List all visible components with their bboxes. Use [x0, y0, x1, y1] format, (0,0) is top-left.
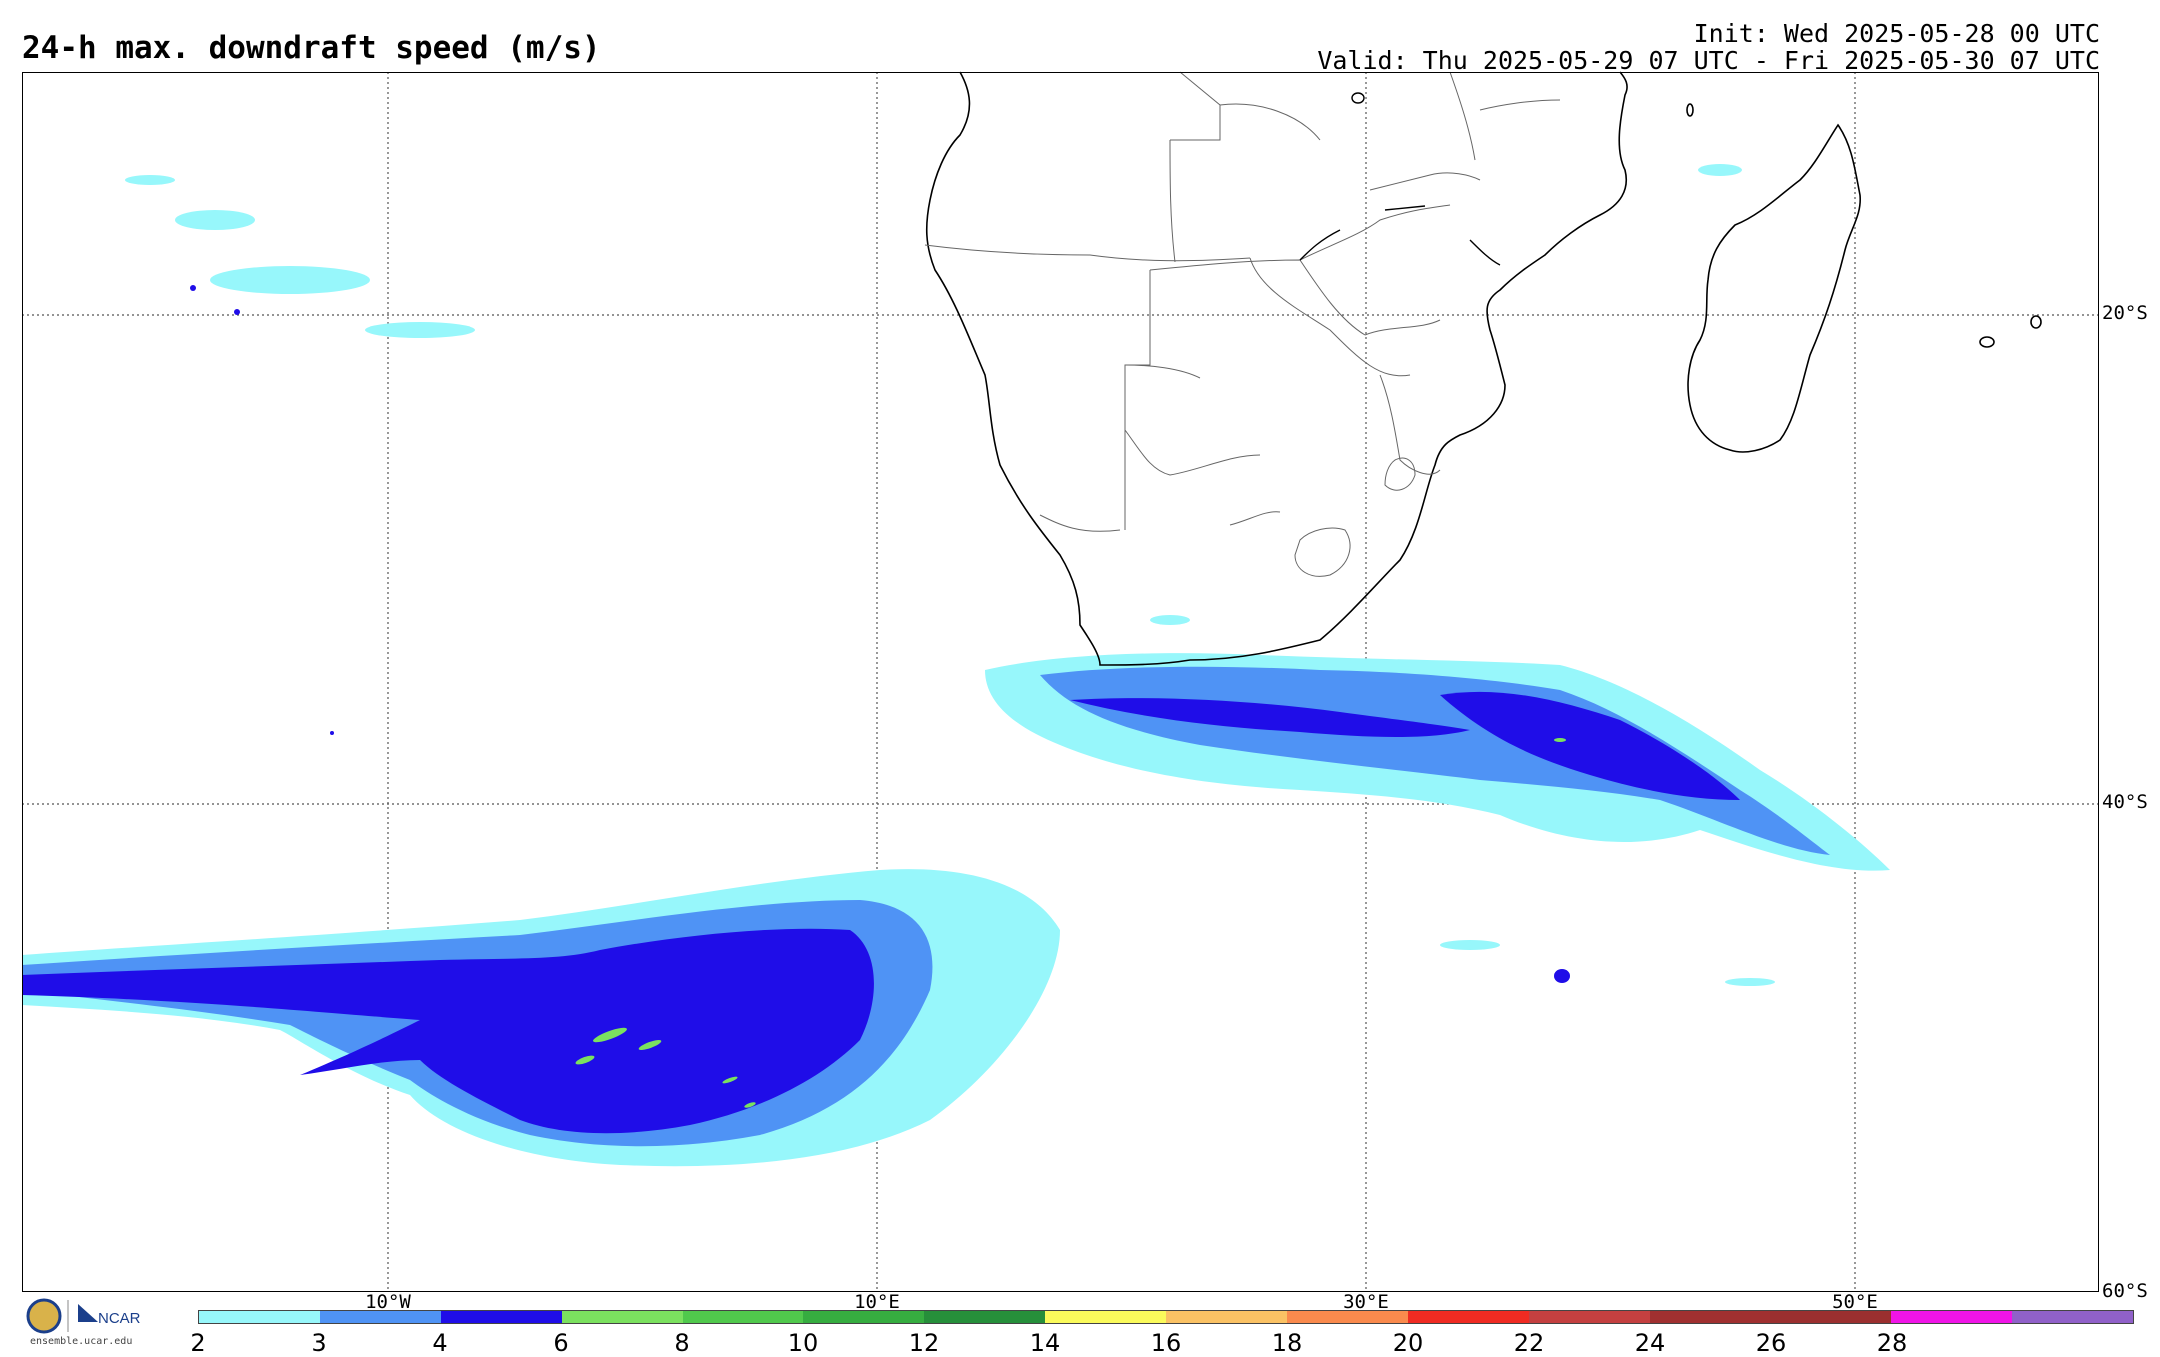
colorbar-swatch [1045, 1311, 1166, 1323]
colorbar-tick-label: 28 [1876, 1329, 1908, 1357]
site-url: ensemble.ucar.edu [30, 1336, 133, 1347]
downdraft-speckles-nw-core [190, 285, 334, 735]
map-title: 24-h max. downdraft speed (m/s) [22, 30, 601, 66]
colorbar-swatch [1166, 1311, 1287, 1323]
colorbar-tick-label: 10 [787, 1329, 819, 1357]
colorbar-swatch [319, 1311, 441, 1323]
lon-label-50e: 50°E [1832, 1291, 1878, 1313]
colorbar-tick-label: 2 [190, 1329, 206, 1357]
map-frame [22, 72, 2099, 1292]
colorbar-swatch [1528, 1311, 1650, 1323]
colorbar-swatch [440, 1311, 562, 1323]
colorbar-tick-label: 24 [1634, 1329, 1666, 1357]
ncar-wordmark: NCAR [98, 1310, 141, 1327]
colorbar-tick-label: 18 [1271, 1329, 1303, 1357]
lat-label-40s: 40°S [2102, 791, 2148, 813]
madagascar-coastline [1686, 103, 2042, 453]
colorbar-swatch [1891, 1311, 2013, 1323]
downdraft-speckles-nw [125, 164, 1742, 338]
nsf-icon [26, 1298, 62, 1334]
africa-coastline [925, 71, 1628, 666]
colorbar-swatch [1770, 1311, 1892, 1323]
downdraft-field-east [985, 615, 1890, 986]
colorbar-swatch [199, 1311, 320, 1323]
colorbar-swatch [924, 1311, 1046, 1323]
colorbar-tick-label: 16 [1150, 1329, 1182, 1357]
colorbar-tick-label: 20 [1392, 1329, 1424, 1357]
colorbar-swatch [1286, 1311, 1408, 1323]
colorbar-tick-label: 3 [311, 1329, 327, 1357]
lakes [1299, 92, 1501, 266]
lon-label-10e: 10°E [854, 1291, 900, 1313]
colorbar-tick-label: 6 [553, 1329, 569, 1357]
colorbar-swatch [2012, 1311, 2133, 1323]
colorbar-swatch [561, 1311, 683, 1323]
colorbar-tick-label: 22 [1513, 1329, 1545, 1357]
time-info: Init: Wed 2025-05-28 00 UTC Valid: Thu 2… [1317, 20, 2100, 74]
colorbar-tick-label: 12 [908, 1329, 940, 1357]
valid-time: Valid: Thu 2025-05-29 07 UTC - Fri 2025-… [1317, 46, 2100, 75]
lon-label-30e: 30°E [1343, 1291, 1389, 1313]
colorbar-tick-label: 14 [1029, 1329, 1061, 1357]
colorbar [198, 1310, 2134, 1324]
colorbar-swatch [1407, 1311, 1529, 1323]
init-time: Init: Wed 2025-05-28 00 UTC [1693, 19, 2100, 48]
lon-label-10w: 10°W [365, 1291, 411, 1313]
colorbar-tick-label: 8 [674, 1329, 690, 1357]
nsf-ncar-logo: NCAR [26, 1298, 141, 1334]
colorbar-tick-label: 26 [1755, 1329, 1787, 1357]
colorbar-tick-label: 4 [432, 1329, 448, 1357]
lat-label-60s: 60°S [2102, 1280, 2148, 1302]
downdraft-field-west [22, 869, 1060, 1167]
colorbar-swatch [1649, 1311, 1771, 1323]
ncar-icon [78, 1304, 98, 1322]
colorbar-swatch [803, 1311, 925, 1323]
lesotho-border [1294, 457, 1416, 577]
lat-label-20s: 20°S [2102, 302, 2148, 324]
country-borders [924, 71, 1561, 532]
colorbar-swatch [682, 1311, 804, 1323]
